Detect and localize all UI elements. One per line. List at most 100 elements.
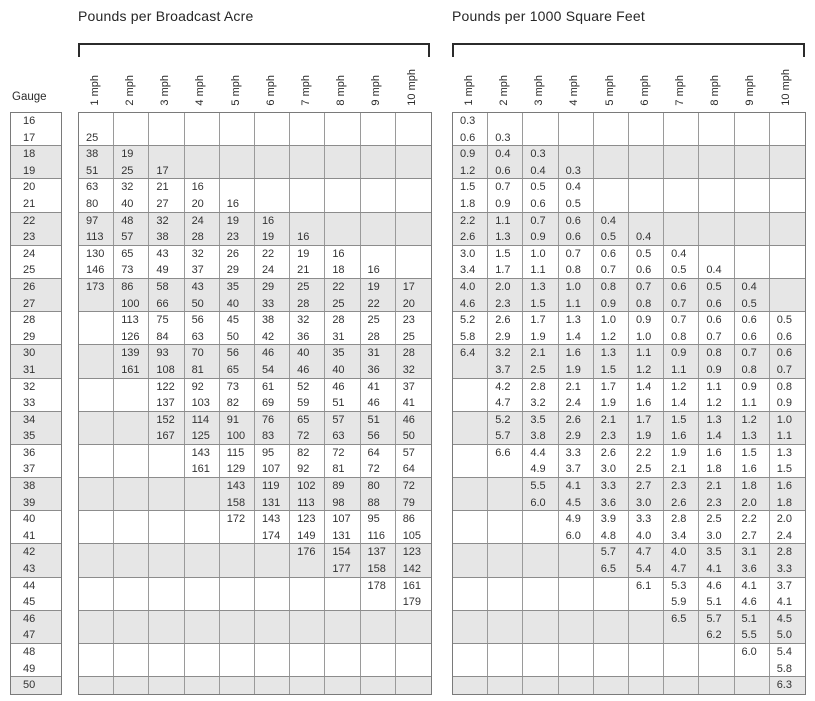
table-row: 176 154 137 123	[79, 544, 431, 562]
table-cell	[79, 295, 115, 312]
table-cell: 100	[114, 295, 150, 312]
table-cell	[325, 627, 361, 643]
table-cell	[114, 561, 150, 577]
table-cell: 35	[220, 278, 255, 296]
table-cell: 1.2	[699, 395, 735, 411]
gauge-value: 30	[11, 345, 61, 362]
table-cell	[770, 163, 805, 179]
gauge-value: 16	[23, 115, 36, 127]
column-header-text: 5 mph	[603, 75, 616, 106]
table-cell	[79, 644, 115, 661]
table-cell: 50	[402, 430, 415, 443]
table-cell: 161	[114, 361, 150, 378]
table-cell: 0.5	[699, 278, 735, 296]
table-row: 100 66 50 40 33 28 25 22 20	[79, 295, 431, 313]
gauge-value: 49	[11, 661, 61, 678]
table-cell: 41	[402, 397, 415, 410]
table-cell: 70	[185, 345, 220, 362]
table-cell: 0.7	[699, 328, 735, 345]
table-cell: 1.0	[776, 413, 792, 426]
table-cell: 2.0	[776, 513, 792, 526]
column-header: 1 mph	[78, 75, 113, 106]
table-cell	[488, 677, 524, 694]
table-cell	[290, 179, 326, 196]
table-cell: 3.3	[559, 444, 594, 462]
table-cell: 167	[149, 428, 185, 444]
table-cell: 103	[185, 395, 220, 411]
table-cell	[523, 527, 559, 544]
table-cell: 0.9	[453, 146, 489, 163]
table-cell	[325, 129, 361, 146]
table-cell: 3.5	[699, 544, 735, 562]
table-cell	[185, 660, 220, 677]
gauge-column: 16 17 18 19 20 21 22 23 24 25 26 27 28 29 30 31 32 33 34 35…	[10, 112, 62, 695]
table-cell	[488, 577, 524, 595]
table-cell	[255, 195, 291, 212]
table-row: 5.8	[453, 660, 805, 678]
table-cell: 81	[185, 361, 220, 378]
table-cell: 19	[361, 278, 396, 296]
table-row: 158 131 113 98 88 79	[79, 494, 431, 512]
table-cell: 46	[255, 345, 291, 362]
table-row: 161 129 107 92 81 72 64	[79, 461, 431, 479]
table-cell: 173	[79, 278, 115, 296]
table-cell	[361, 660, 396, 677]
table-cell	[453, 395, 489, 411]
table-cell: 6.6	[488, 444, 524, 462]
table-cell: 2.1	[559, 378, 594, 396]
table-cell: 49	[149, 262, 185, 278]
table-cell	[361, 195, 396, 212]
table-cell: 4.7	[488, 395, 524, 411]
table-cell	[488, 113, 524, 130]
table-row	[79, 627, 431, 644]
column-header: 9 mph	[360, 75, 395, 106]
table-cell	[523, 644, 559, 661]
table-cell: 29	[255, 278, 291, 296]
table-cell: 16	[325, 245, 361, 263]
column-header: 5 mph	[593, 75, 628, 106]
table-cell	[453, 461, 489, 478]
table-cell	[735, 677, 770, 694]
table-cell	[396, 163, 431, 179]
table-cell: 122	[149, 378, 185, 396]
table-cell: 3.6	[594, 494, 629, 511]
table-row: 137 103 82 69 59 51 46 41	[79, 395, 431, 412]
table-cell: 48	[114, 212, 150, 230]
table-row: 174 149 131 116 105	[79, 527, 431, 545]
table-row: 172 143 123 107 95 86	[79, 511, 431, 528]
table-row: 3.4 1.7 1.1 0.8 0.7 0.6 0.5 0.4	[453, 262, 805, 279]
table-cell: 73	[114, 262, 150, 278]
table-cell: 2.6	[664, 494, 700, 511]
table-cell	[220, 594, 255, 610]
table-cell	[770, 279, 805, 296]
table-cell: 38	[149, 229, 185, 245]
table-cell	[559, 146, 594, 163]
table-cell	[79, 544, 115, 562]
table-cell: 1.6	[735, 461, 770, 478]
table-cell: 0.7	[629, 278, 665, 296]
table-cell	[396, 113, 431, 130]
table-cell: 46	[290, 361, 326, 378]
gauge-value: 42	[11, 544, 61, 562]
table-cell: 6.5	[664, 610, 700, 628]
table-row: 0.3	[453, 113, 805, 130]
table-cell: 4.6	[699, 577, 735, 595]
table-cell: 158	[220, 494, 255, 511]
table-cell: 2.5	[629, 461, 665, 478]
table-cell: 129	[220, 461, 255, 478]
table-cell: 3.7	[559, 461, 594, 478]
table-cell: 5.1	[699, 594, 735, 610]
table-cell: 1.2	[453, 162, 489, 179]
table-cell	[488, 527, 524, 544]
table-cell	[361, 610, 396, 628]
table-row: 4.2 2.8 2.1 1.7 1.4 1.2 1.1 0.9 0.8	[453, 378, 805, 396]
table-cell: 3.3	[594, 478, 629, 495]
table-cell: 1.0	[594, 312, 629, 329]
table-cell: 33	[255, 295, 291, 312]
table-cell	[523, 511, 559, 528]
table-cell: 1.4	[559, 328, 594, 345]
table-cell	[79, 660, 115, 677]
table-cell: 3.4	[664, 527, 700, 544]
column-header-text: 1 mph	[462, 75, 475, 106]
table-cell	[770, 146, 805, 163]
